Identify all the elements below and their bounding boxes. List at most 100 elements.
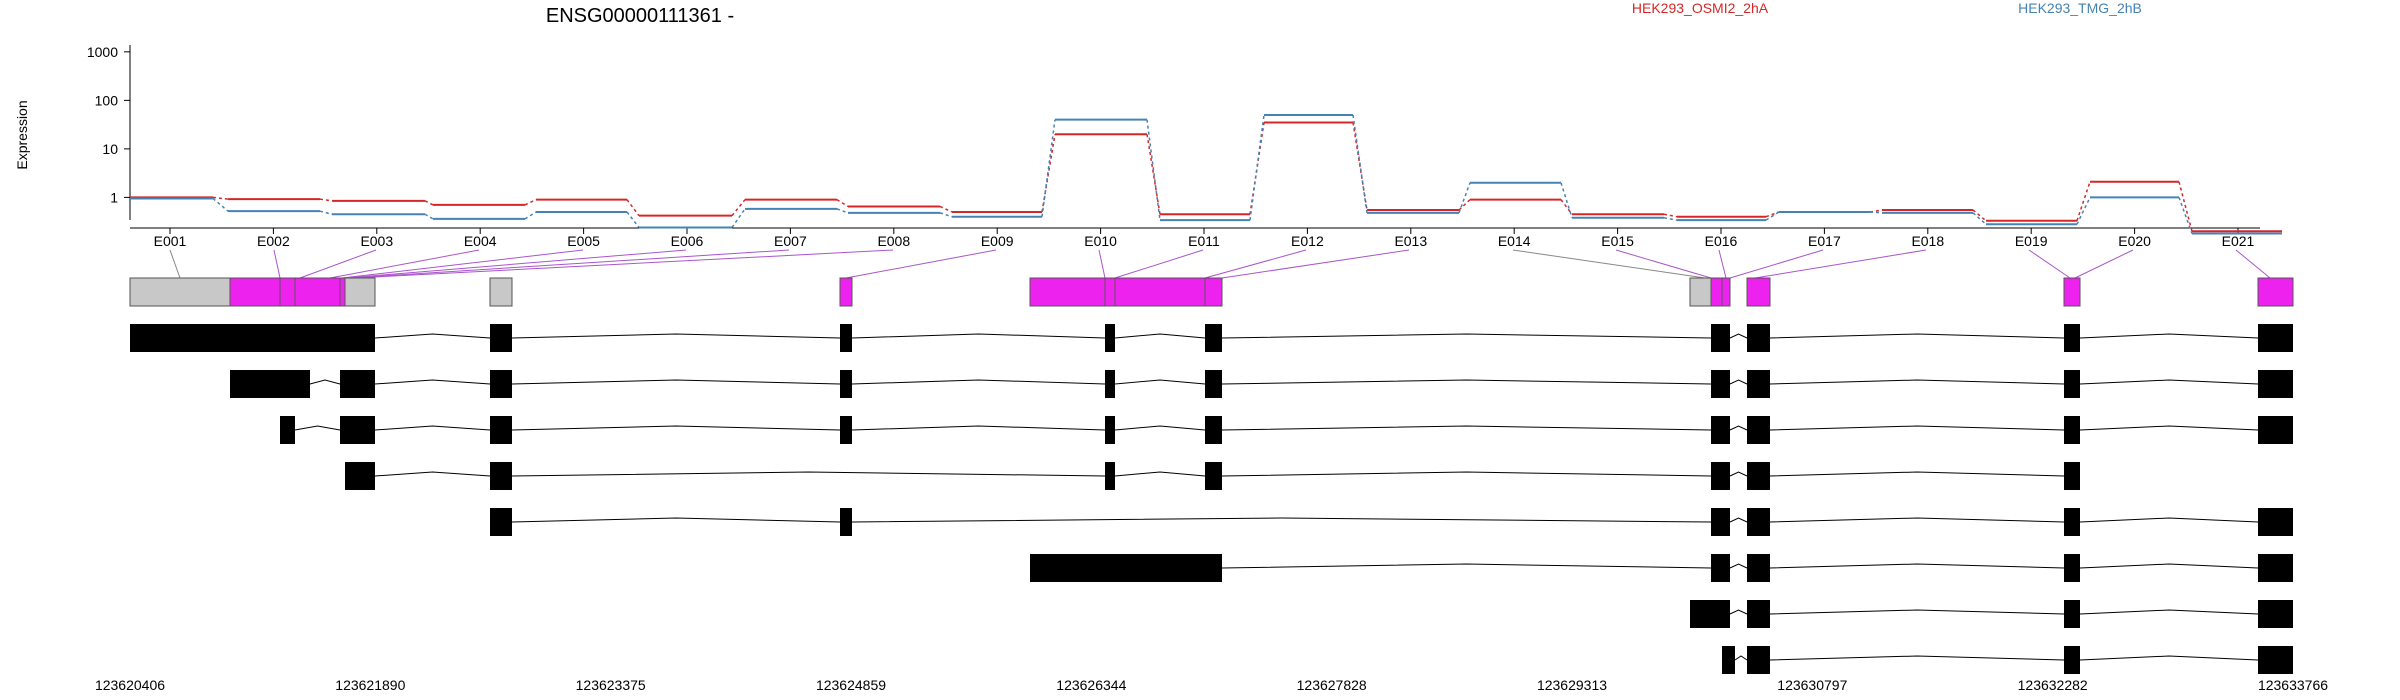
gene-model [129, 277, 2294, 307]
transcript-7 [1690, 600, 2293, 628]
x-tick-label: E016 [1705, 233, 1738, 249]
transcripts [130, 324, 2293, 674]
intron-line [1114, 379, 1206, 385]
intron-line [1769, 379, 2065, 385]
exon-block [1104, 277, 1116, 307]
exon-connector [1098, 249, 1106, 279]
transcript-exon [1722, 646, 1735, 674]
intron-line [374, 471, 491, 477]
transcript-exon [345, 462, 375, 490]
y-tick-label: 100 [95, 92, 119, 108]
transcript-exon [1205, 416, 1222, 444]
intron-line [1221, 333, 1712, 339]
series-connector [319, 210, 333, 215]
series-connector [2178, 197, 2193, 234]
intron-line [1769, 425, 2065, 431]
series-connector [212, 197, 229, 212]
transcript-exon [1711, 370, 1730, 398]
intron-line [851, 333, 1106, 339]
series-connector [1663, 213, 1678, 218]
transcript-exon [840, 416, 852, 444]
exon-block [279, 277, 296, 307]
x-tick-label: E006 [671, 233, 704, 249]
exon-connector [2074, 249, 2134, 279]
transcript-exon [1690, 600, 1730, 628]
transcript-exon [840, 370, 852, 398]
x-tick-label: E012 [1291, 233, 1324, 249]
transcript-exon [2258, 646, 2293, 674]
series-connector [1041, 134, 1056, 213]
intron-line [851, 379, 1106, 385]
intron-line [1729, 425, 1748, 431]
exon-block [489, 277, 513, 307]
series-connector [1352, 114, 1368, 213]
intron-line [1729, 609, 1748, 615]
transcript-exon [340, 416, 375, 444]
series-connector [836, 198, 849, 208]
transcript-exon [1747, 646, 1770, 674]
transcript-exon [2064, 646, 2080, 674]
transcript-exon [1711, 508, 1730, 536]
intron-line [511, 517, 841, 523]
exon-connector [1221, 249, 1410, 279]
intron-line [1769, 563, 2065, 569]
genomic-tick-label: 123630797 [1777, 677, 1847, 693]
x-axis: E001 E002 E003 E004 E005 E006 E007 E008 E009 E010… [130, 227, 2260, 249]
series-connector [1352, 122, 1368, 211]
intron-line [1729, 379, 1748, 385]
exon-connector [1204, 249, 1307, 279]
transcript-exon [1105, 324, 1115, 352]
intron-line [309, 379, 341, 385]
series-connector [1146, 119, 1161, 221]
transcript-exon [2258, 600, 2293, 628]
transcript-6 [1030, 554, 2293, 582]
transcript-exon [2258, 416, 2293, 444]
transcript-exon [2258, 370, 2293, 398]
exon-block [1689, 277, 1712, 307]
x-tick-label: E014 [1498, 233, 1531, 249]
series-group [130, 113, 2282, 235]
intron-line [2079, 563, 2259, 569]
series-connector [1869, 211, 1883, 214]
intron-line [1769, 517, 2065, 523]
series-connector [1972, 212, 1987, 225]
exon-block [339, 277, 346, 307]
x-tick-label: E004 [464, 233, 497, 249]
x-tick-label: E003 [360, 233, 393, 249]
series-connector [939, 212, 953, 218]
transcript-exon [490, 324, 512, 352]
transcript-exon [2064, 462, 2080, 490]
y-axis-label: Expression [14, 100, 30, 169]
transcript-exon [2064, 324, 2080, 352]
series-connector [836, 208, 849, 214]
intron-line [2079, 333, 2259, 339]
transcript-exon [2258, 324, 2293, 352]
x-tick-label: E009 [981, 233, 1014, 249]
transcript-exon [2258, 554, 2293, 582]
intron-line [511, 471, 1106, 477]
transcript-exon [1205, 370, 1222, 398]
transcript-exon [230, 370, 310, 398]
exon-block [2257, 277, 2294, 307]
series-connector [1458, 199, 1471, 211]
series-connector [1146, 134, 1161, 215]
series-connector [626, 211, 640, 228]
exon-block [839, 277, 853, 307]
intron-line [1221, 563, 1712, 569]
transcript-exon [2064, 600, 2080, 628]
x-tick-label: E017 [1808, 233, 1841, 249]
exon-connector [354, 249, 894, 279]
transcript-exon [1747, 370, 1770, 398]
exon-connector [1615, 249, 1712, 279]
series-connector [2076, 181, 2091, 221]
exon-connector [1754, 249, 1927, 279]
exon-block [344, 277, 376, 307]
x-tick-label: E010 [1084, 233, 1117, 249]
exon-connector [329, 249, 480, 279]
intron-line [1769, 471, 2065, 477]
legend-entry-tmg: HEK293_TMG_2hB [2018, 0, 2142, 16]
transcript-exon [1205, 462, 1222, 490]
intron-line [2079, 655, 2259, 661]
transcript-exon [340, 370, 375, 398]
x-tick-label: E018 [1911, 233, 1944, 249]
